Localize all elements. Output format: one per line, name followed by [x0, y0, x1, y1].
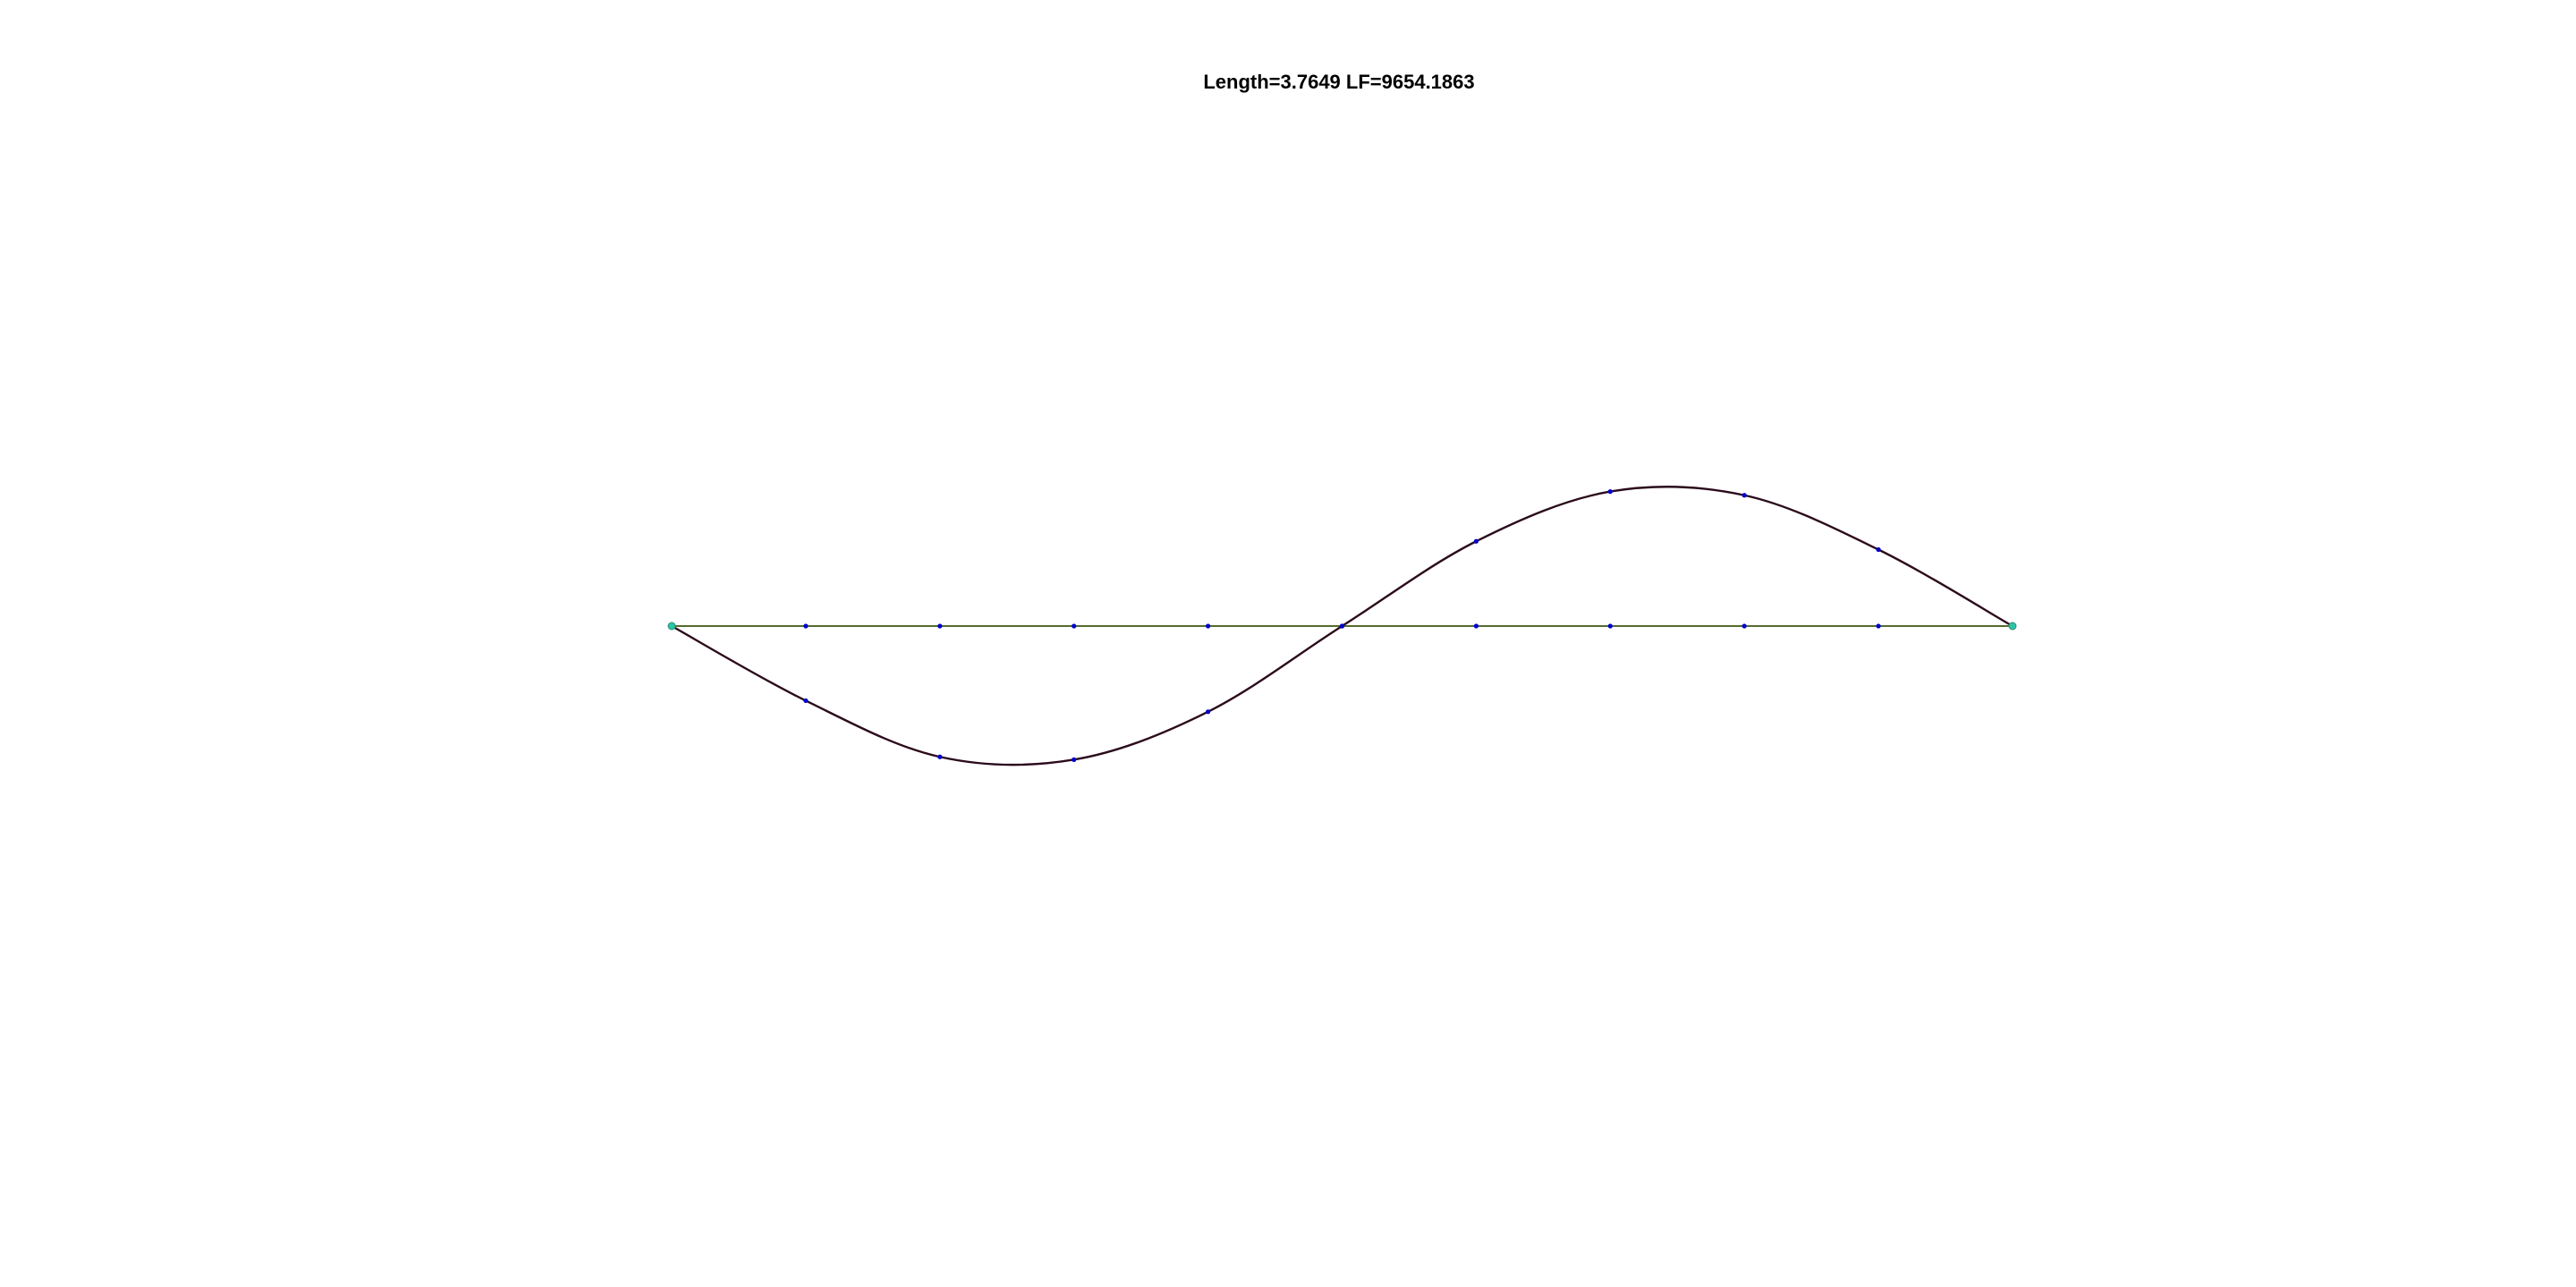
curve-node-point [937, 754, 943, 759]
baseline-node-point [803, 623, 809, 629]
curve-node-point [1607, 489, 1613, 495]
baseline-node-point [1741, 623, 1747, 629]
curve-node-point [1206, 709, 1211, 715]
curve-node-point [1473, 538, 1479, 544]
baseline-node-point [1607, 623, 1613, 629]
endpoint-point [2008, 622, 2017, 631]
baseline-node-point [1473, 623, 1479, 629]
curve-node-point [1072, 757, 1077, 762]
baseline-node-point [1876, 623, 1881, 629]
curve-node-point [1339, 623, 1345, 629]
curve-node-point [803, 698, 809, 704]
chart-title: Length=3.7649 LF=9654.1863 [1203, 71, 1474, 93]
curve-node-point [1876, 546, 1881, 553]
plot-area [667, 486, 2017, 766]
baseline-node-point [1072, 623, 1077, 629]
curve-node-point [1741, 493, 1747, 498]
baseline-node-point [937, 623, 943, 629]
endpoint-point [667, 622, 676, 631]
baseline-node-point [1206, 623, 1211, 629]
